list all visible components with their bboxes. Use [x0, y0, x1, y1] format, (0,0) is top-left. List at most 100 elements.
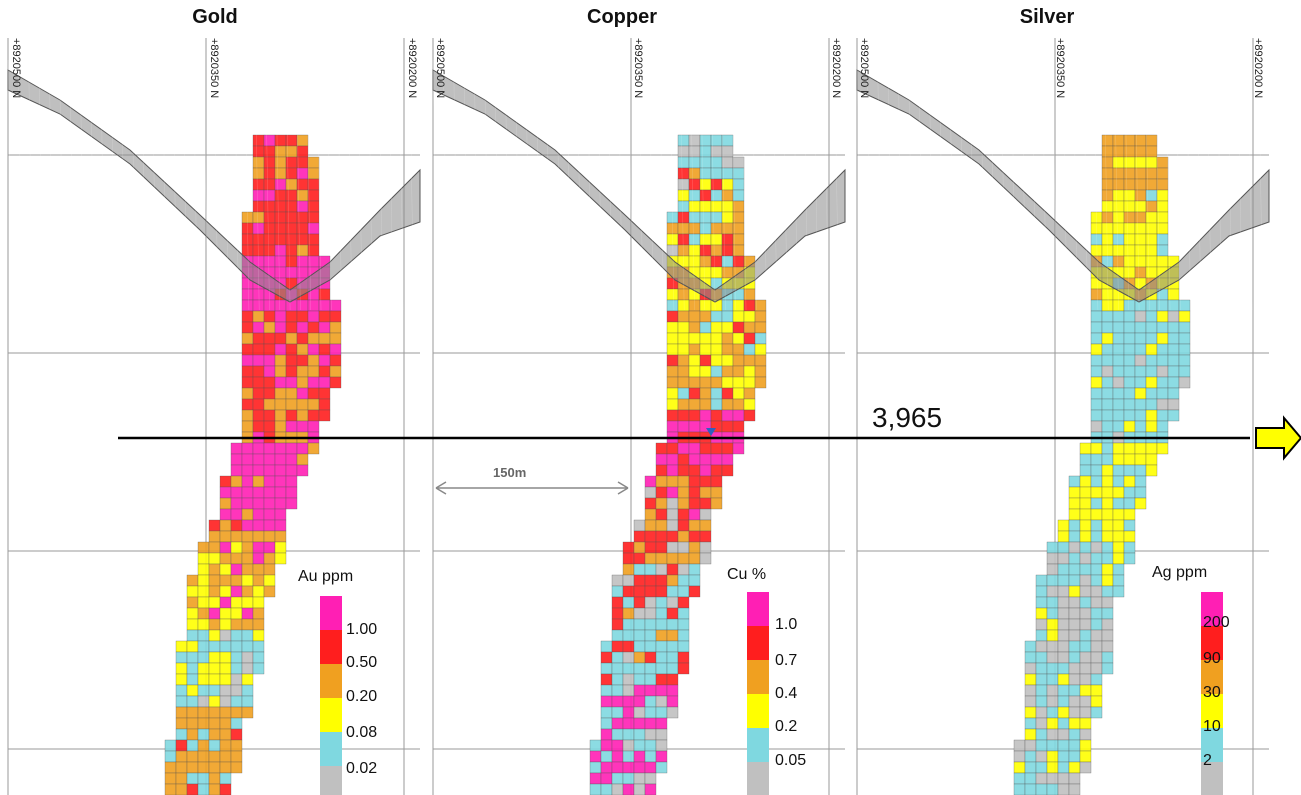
block-cell [252, 640, 265, 653]
block-cell [1079, 442, 1092, 455]
legend-swatch [747, 762, 769, 795]
block-cell [611, 706, 624, 719]
block-cell [677, 409, 690, 422]
block-cell [1090, 420, 1103, 433]
block-cell [688, 233, 701, 246]
block-cell [655, 728, 668, 741]
block-cell [1035, 651, 1048, 664]
block-cell [186, 629, 199, 642]
block-cell [732, 200, 745, 213]
block-cell [197, 706, 210, 719]
block-cell [666, 321, 679, 334]
block-cell [666, 288, 679, 301]
block-cell [743, 409, 756, 422]
block-cell [710, 211, 723, 224]
block-cell [699, 167, 712, 180]
block-cell [1156, 310, 1169, 323]
block-cell [1057, 761, 1070, 774]
block-cell [1068, 750, 1081, 763]
block-cell [699, 156, 712, 169]
block-cell [1123, 167, 1136, 180]
block-cell [1090, 321, 1103, 334]
block-cell [1101, 541, 1114, 554]
block-cell [1145, 299, 1158, 312]
block-cell [666, 486, 679, 499]
block-cell [1057, 684, 1070, 697]
block-cell [677, 541, 690, 554]
block-cell [252, 618, 265, 631]
block-cell [732, 332, 745, 345]
block-cell [318, 343, 331, 356]
block-cell [710, 343, 723, 356]
block-cell [1167, 321, 1180, 334]
block-cell [285, 420, 298, 433]
block-cell [1178, 321, 1191, 334]
block-cell [699, 310, 712, 323]
block-cell [644, 684, 657, 697]
block-cell [1112, 574, 1125, 587]
pit-wire [285, 59, 291, 311]
block-cell [666, 508, 679, 521]
block-cell [732, 409, 745, 422]
pit-wire [100, 59, 105, 311]
block-cell [296, 255, 309, 268]
pit-wire [638, 59, 644, 311]
block-cell [175, 717, 188, 730]
block-cell [611, 574, 624, 587]
block-cell [1046, 640, 1059, 653]
block-cell [611, 585, 624, 598]
block-cell [1112, 310, 1125, 323]
block-cell [732, 343, 745, 356]
block-cell [600, 761, 613, 774]
block-cell [710, 233, 723, 246]
pit-wire [587, 59, 592, 311]
pit-wire [1114, 59, 1119, 311]
block-cell [1123, 354, 1136, 367]
block-cell [1024, 695, 1037, 708]
block-cell [1145, 233, 1158, 246]
block-cell [1046, 706, 1059, 719]
block-cell [263, 233, 276, 246]
block-cell [252, 134, 265, 147]
block-cell [175, 706, 188, 719]
block-cell [1057, 596, 1070, 609]
block-cell [644, 486, 657, 499]
block-cell [1024, 761, 1037, 774]
block-cell [644, 728, 657, 741]
block-cell [1178, 332, 1191, 345]
block-cell [219, 475, 232, 488]
block-cell [1167, 387, 1180, 400]
block-cell [1112, 211, 1125, 224]
block-cell [252, 167, 265, 180]
block-cell [721, 299, 734, 312]
block-cell [208, 618, 221, 631]
legend-swatch [320, 766, 342, 795]
block-cell [1090, 651, 1103, 664]
block-cell [688, 398, 701, 411]
block-cell [677, 497, 690, 510]
pit-wire [131, 59, 136, 311]
block-cell [1068, 706, 1081, 719]
block-cell [197, 684, 210, 697]
block-cell [600, 772, 613, 785]
pit-wire [710, 59, 716, 311]
block-cell [699, 299, 712, 312]
block-cell [1068, 475, 1081, 488]
block-cell [1101, 508, 1114, 521]
block-cell [622, 552, 635, 565]
block-cell [252, 541, 265, 554]
block-cell [1079, 695, 1092, 708]
block-cell [710, 189, 723, 202]
block-cell [1068, 662, 1081, 675]
pit-wire [1011, 59, 1016, 311]
block-cell [622, 618, 635, 631]
block-cell [1057, 530, 1070, 543]
block-cell [677, 288, 690, 301]
block-cell [1101, 552, 1114, 565]
block-cell [208, 750, 221, 763]
block-cell [1145, 266, 1158, 279]
block-cell [1134, 178, 1147, 191]
block-cell [1035, 695, 1048, 708]
block-cell [644, 772, 657, 785]
block-cell [230, 486, 243, 499]
